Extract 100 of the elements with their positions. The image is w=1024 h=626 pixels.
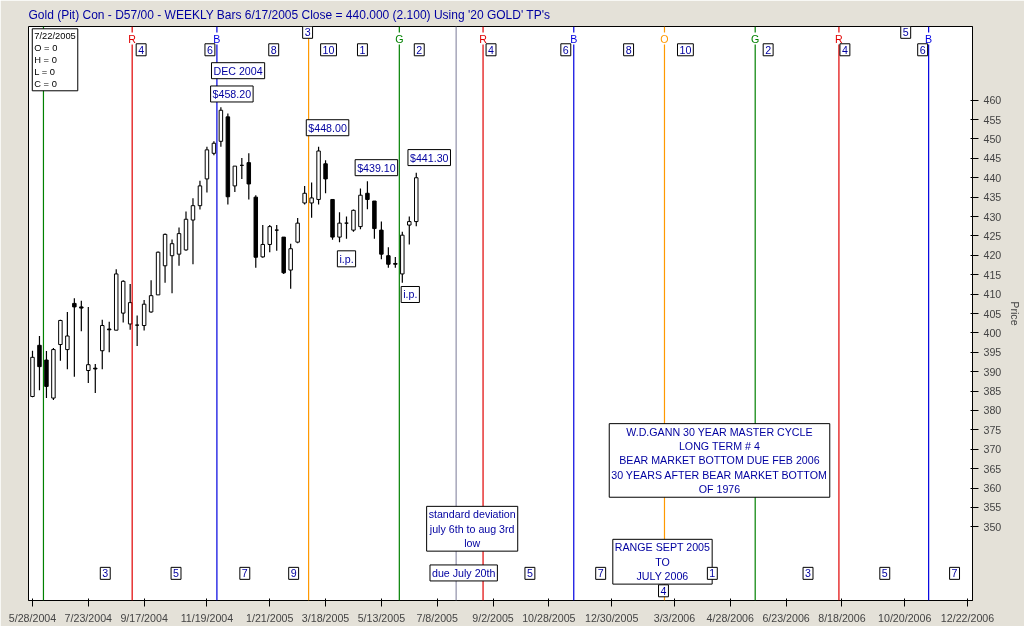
- x-tick-label: 10/20/2006: [878, 611, 932, 624]
- y-tick-label: 415: [983, 268, 1002, 281]
- x-tick-label: 9/2/2005: [472, 611, 514, 624]
- annotation: 3: [304, 26, 311, 39]
- x-tick-label: 7/8/2005: [416, 611, 459, 624]
- x-tick-label: 3/18/2005: [301, 611, 350, 624]
- annotation: DEC 2004: [213, 64, 263, 77]
- candlestick: [386, 246, 391, 269]
- x-tick-label: 7/23/2004: [64, 611, 113, 624]
- x-tick-label: 12/30/2005: [584, 611, 639, 624]
- candlestick: [107, 321, 112, 353]
- candlestick: [190, 197, 196, 265]
- annotation: 5: [526, 567, 533, 580]
- annotation: $458.20: [212, 87, 252, 100]
- ref-line-label: B: [925, 32, 933, 45]
- ref-line-label: R: [835, 32, 844, 45]
- x-tick-label: 5/28/2004: [8, 611, 57, 624]
- candlestick: [93, 363, 98, 394]
- ref-line-label: O: [660, 32, 669, 45]
- y-tick-label: 380: [983, 404, 1002, 417]
- y-tick-label: 400: [983, 326, 1002, 339]
- annotation: i.p.: [403, 288, 418, 301]
- y-tick-label: 370: [983, 443, 1002, 456]
- annotation: 5: [881, 567, 888, 580]
- y-tick-label: 350: [983, 520, 1002, 533]
- candlestick: [295, 217, 300, 244]
- chart-title: Gold (Pit) Con - D57/00 - WEEKLY Bars 6/17/2005 Close = 440.000 (2.100) Using '20 GOLD' TP's: [28, 7, 550, 22]
- annotation: W.D.GANN 30 YEAR MASTER CYCLE LONG TERM # 4 BEAR MARKET BOTTOM DUE FEB 2006 30 YEARS AFTER BEAR MARKET BOTTOM OF 1976: [611, 425, 827, 496]
- ref-line-label: G: [395, 32, 404, 45]
- annotation: standard deviation july 6th to aug 3rd low: [428, 508, 516, 550]
- annotation: RANGE SEPT 2005 TO JULY 2006: [614, 541, 711, 583]
- y-tick-label: 450: [983, 132, 1002, 145]
- annotation: 2: [765, 43, 772, 56]
- ref-line-label: R: [128, 32, 137, 45]
- annotation: 3: [102, 567, 109, 580]
- x-tick-label: 10/28/2005: [522, 611, 576, 624]
- candlestick: [79, 300, 84, 332]
- candlestick: [176, 226, 182, 267]
- annotation: 8: [270, 43, 277, 56]
- ref-line-label: G: [751, 32, 760, 45]
- x-tick-label: 3/3/2006: [653, 611, 696, 624]
- candlestick: [302, 185, 307, 206]
- candlestick: [134, 314, 140, 347]
- annotation: 5: [173, 567, 180, 580]
- candlestick: [65, 311, 70, 370]
- candlestick: [127, 283, 133, 331]
- candlestick: [169, 238, 175, 294]
- annotation: 3: [805, 567, 812, 580]
- annotation: due July 20th: [431, 566, 496, 579]
- annotation: 7: [951, 567, 958, 580]
- x-tick-label: 4/28/2006: [706, 611, 755, 624]
- candlestick: [260, 224, 265, 259]
- annotation: 2: [416, 43, 423, 56]
- y-tick-label: 425: [983, 229, 1002, 242]
- y-tick-label: 355: [983, 501, 1002, 514]
- annotation: 8: [625, 43, 632, 56]
- x-tick-label: 9/17/2004: [120, 611, 168, 624]
- y-tick-label: 410: [983, 288, 1002, 301]
- x-tick-label: 11/19/2004: [180, 611, 234, 624]
- annotation: 10: [679, 43, 692, 56]
- y-tick-label: 435: [983, 191, 1002, 204]
- annotation: 6: [562, 43, 569, 56]
- annotation: $448.00: [308, 121, 347, 134]
- annotation: 1: [709, 567, 716, 580]
- x-tick-label: 5/13/2005: [357, 611, 406, 624]
- ref-line-label: B: [213, 32, 221, 45]
- candlestick: [197, 180, 203, 211]
- y-tick-label: 405: [983, 307, 1002, 320]
- annotation: 1: [359, 43, 366, 56]
- x-tick-label: 6/23/2006: [762, 611, 810, 624]
- annotation: 10: [322, 43, 335, 56]
- y-tick-label: 395: [983, 346, 1002, 359]
- candlestick: [365, 180, 370, 210]
- y-tick-label: 385: [983, 385, 1002, 398]
- annotation: 7/22/2005 O = 0 H = 0 L = 0 C = 0: [34, 30, 76, 89]
- y-tick-label: 460: [983, 94, 1002, 107]
- annotation: 6: [206, 43, 213, 56]
- candlestick: [407, 215, 412, 246]
- candlestick: [309, 181, 314, 219]
- ref-line-label: B: [570, 32, 578, 45]
- annotation: 6: [919, 43, 926, 56]
- y-tick-label: 365: [983, 462, 1002, 475]
- annotation: 7: [241, 567, 248, 580]
- annotation: 5: [902, 26, 909, 39]
- y-tick-label: 360: [983, 482, 1002, 495]
- candlestick: [141, 299, 147, 332]
- x-tick-label: 8/18/2006: [818, 611, 866, 624]
- y-tick-label: 430: [983, 210, 1002, 223]
- candlestick: [337, 211, 342, 243]
- annotation: 9: [290, 567, 297, 580]
- candlestick: [288, 243, 293, 290]
- y-tick-label: 375: [983, 423, 1002, 436]
- annotation: $439.10: [357, 161, 396, 174]
- x-tick-label: 1/21/2005: [246, 611, 294, 624]
- annotation: 4: [138, 43, 145, 56]
- candlestick: [148, 279, 154, 314]
- candlestick: [86, 306, 91, 384]
- y-tick-label: 445: [983, 152, 1002, 165]
- candlestick: [72, 297, 77, 378]
- y-tick-label: 420: [983, 249, 1002, 262]
